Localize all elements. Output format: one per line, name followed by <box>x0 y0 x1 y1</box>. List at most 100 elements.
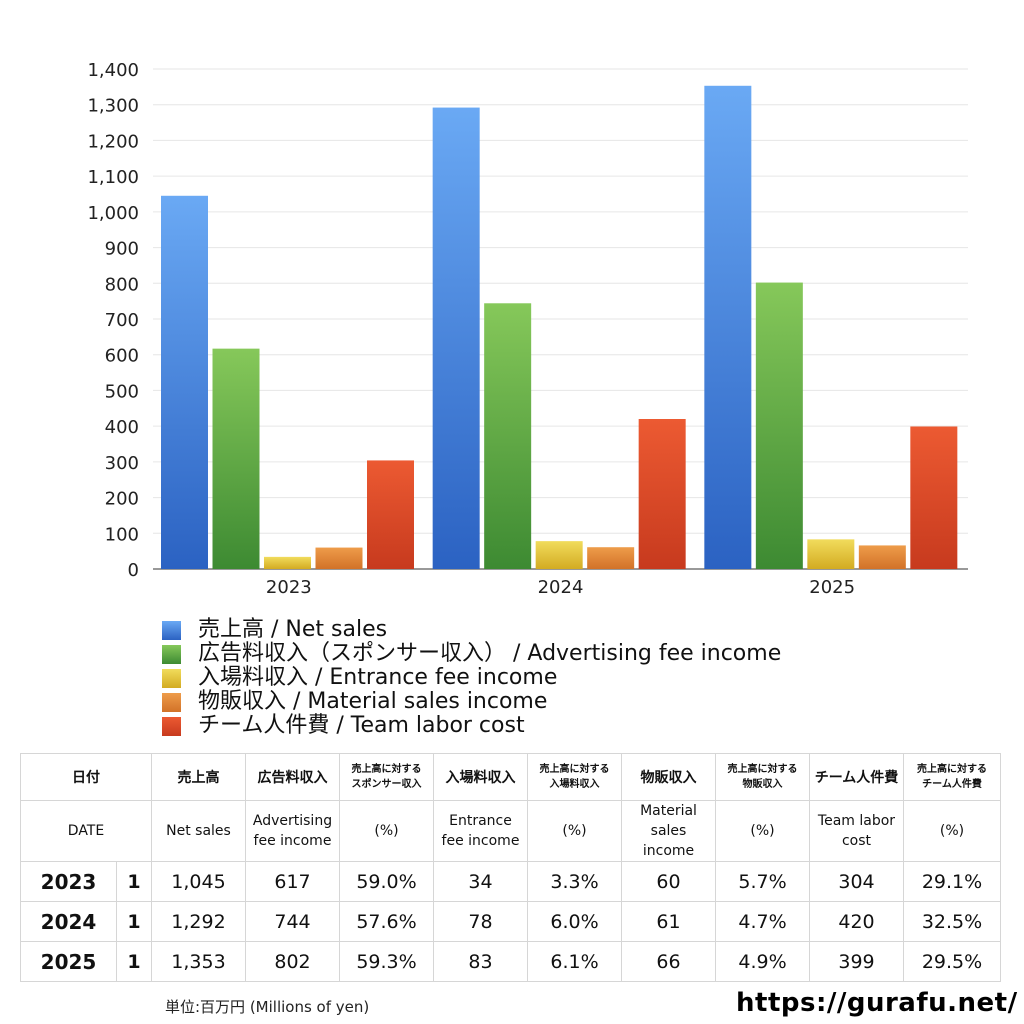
y-tick-label: 300 <box>105 453 139 474</box>
y-tick-label: 1,300 <box>87 96 139 117</box>
bars <box>161 85 958 570</box>
header-cell: 売上高に対する 物販収入 <box>715 753 810 801</box>
bar <box>432 107 480 570</box>
period-cell: 1 <box>116 941 152 982</box>
header-cell-en: Material sales income <box>621 800 716 862</box>
value-cell: 60 <box>621 861 716 902</box>
legend-swatch <box>162 668 181 688</box>
legend-item: 売上高 / Net sales <box>162 618 781 642</box>
header-cell-en: (%) <box>715 800 810 862</box>
value-cell: 6.1% <box>527 941 622 982</box>
site-url: https://gurafu.net/ <box>736 988 1018 1018</box>
bar <box>858 545 906 569</box>
value-cell: 66 <box>621 941 716 982</box>
header-cell-en: Entrance fee income <box>433 800 528 862</box>
value-cell: 4.9% <box>715 941 810 982</box>
value-cell: 29.5% <box>903 941 1001 982</box>
legend-label: 物販収入 / Material sales income <box>198 689 548 714</box>
y-tick-label: 200 <box>105 489 139 510</box>
value-cell: 57.6% <box>339 901 434 942</box>
legend-item: 入場料収入 / Entrance fee income <box>162 666 781 690</box>
legend-label: チーム人件費 / Team labor cost <box>198 713 525 738</box>
y-tick-label: 1,200 <box>87 131 139 152</box>
value-cell: 1,353 <box>151 941 246 982</box>
data-table: 日付 売上高 広告料収入 売上高に対する スポンサー収入 入場料収入 売上高に対する 入場料収… <box>20 753 1001 982</box>
header-cell-en: (%) <box>339 800 434 862</box>
legend-swatch <box>162 620 181 640</box>
value-cell: 1,292 <box>151 901 246 942</box>
bar <box>587 547 635 569</box>
table-header-en: DATE Net sales Advertising fee income (%) Ent… <box>20 800 1001 862</box>
period-cell: 1 <box>116 901 152 942</box>
grid-lines <box>153 68 968 534</box>
header-cell: 入場料収入 <box>433 753 528 801</box>
value-cell: 34 <box>433 861 528 902</box>
y-tick-label: 0 <box>128 560 139 581</box>
header-cell: 物販収入 <box>621 753 716 801</box>
value-cell: 32.5% <box>903 901 1001 942</box>
y-tick-label: 100 <box>105 524 139 545</box>
x-tick-label: 2024 <box>538 577 584 598</box>
header-cell-en: Advertising fee income <box>245 800 340 862</box>
value-cell: 399 <box>809 941 904 982</box>
header-cell: 売上高に対する スポンサー収入 <box>339 753 434 801</box>
header-cell-en: DATE <box>20 800 152 862</box>
year-cell: 2024 <box>20 901 117 942</box>
table-row: 2023 1 1,045 617 59.0% 34 3.3% 60 5.7% 304 29.1% <box>20 861 1001 902</box>
header-cell-en: (%) <box>903 800 1001 862</box>
bar <box>704 85 752 570</box>
value-cell: 59.3% <box>339 941 434 982</box>
table-header-jp: 日付 売上高 広告料収入 売上高に対する スポンサー収入 入場料収入 売上高に対する 入場料収… <box>20 753 1001 801</box>
header-cell-en: Net sales <box>151 800 246 862</box>
value-cell: 5.7% <box>715 861 810 902</box>
value-cell: 420 <box>809 901 904 942</box>
y-tick-label: 500 <box>105 381 139 402</box>
legend-item: 広告料収入（スポンサー収入） / Advertising fee income <box>162 642 781 666</box>
header-cell-en: Team labor cost <box>809 800 904 862</box>
bar <box>264 556 311 569</box>
bar <box>315 547 363 569</box>
value-cell: 78 <box>433 901 528 942</box>
header-cell: 売上高 <box>151 753 246 801</box>
value-cell: 3.3% <box>527 861 622 902</box>
bar <box>367 460 414 569</box>
legend-swatch <box>162 692 181 712</box>
bar <box>484 303 532 569</box>
year-cell: 2023 <box>20 861 117 902</box>
value-cell: 29.1% <box>903 861 1001 902</box>
y-tick-label: 700 <box>105 310 139 331</box>
legend: 売上高 / Net sales 広告料収入（スポンサー収入） / Advertis… <box>162 618 781 738</box>
x-axis: 2023 2024 2025 <box>266 577 855 598</box>
y-tick-label: 800 <box>105 274 139 295</box>
bar <box>910 426 958 569</box>
year-cell: 2025 <box>20 941 117 982</box>
bar <box>212 348 260 569</box>
legend-label: 入場料収入 / Entrance fee income <box>198 665 558 690</box>
x-tick-label: 2025 <box>809 577 855 598</box>
y-tick-label: 1,000 <box>87 203 139 224</box>
bar-chart: 0 100 200 300 400 500 600 700 800 900 1,000 1,100 1,… <box>87 60 968 598</box>
legend-label: 広告料収入（スポンサー収入） / Advertising fee income <box>198 641 782 666</box>
bar <box>755 282 803 569</box>
value-cell: 61 <box>621 901 716 942</box>
value-cell: 6.0% <box>527 901 622 942</box>
value-cell: 1,045 <box>151 861 246 902</box>
bar <box>638 419 686 569</box>
header-cell-en: (%) <box>527 800 622 862</box>
legend-swatch <box>162 644 181 664</box>
y-tick-label: 1,400 <box>87 60 139 81</box>
value-cell: 802 <box>245 941 340 982</box>
bar <box>807 539 855 569</box>
header-cell: 売上高に対する チーム人件費 <box>903 753 1001 801</box>
value-cell: 83 <box>433 941 528 982</box>
value-cell: 744 <box>245 901 340 942</box>
bar <box>535 541 583 569</box>
x-tick-label: 2023 <box>266 577 312 598</box>
legend-label: 売上高 / Net sales <box>198 617 388 642</box>
header-cell: チーム人件費 <box>809 753 904 801</box>
value-cell: 4.7% <box>715 901 810 942</box>
bar <box>161 195 208 570</box>
table-row: 2025 1 1,353 802 59.3% 83 6.1% 66 4.9% 399 29.5% <box>20 941 1001 982</box>
unit-note: 単位:百万円 (Millions of yen) <box>165 998 370 1016</box>
y-tick-label: 1,100 <box>87 167 139 188</box>
